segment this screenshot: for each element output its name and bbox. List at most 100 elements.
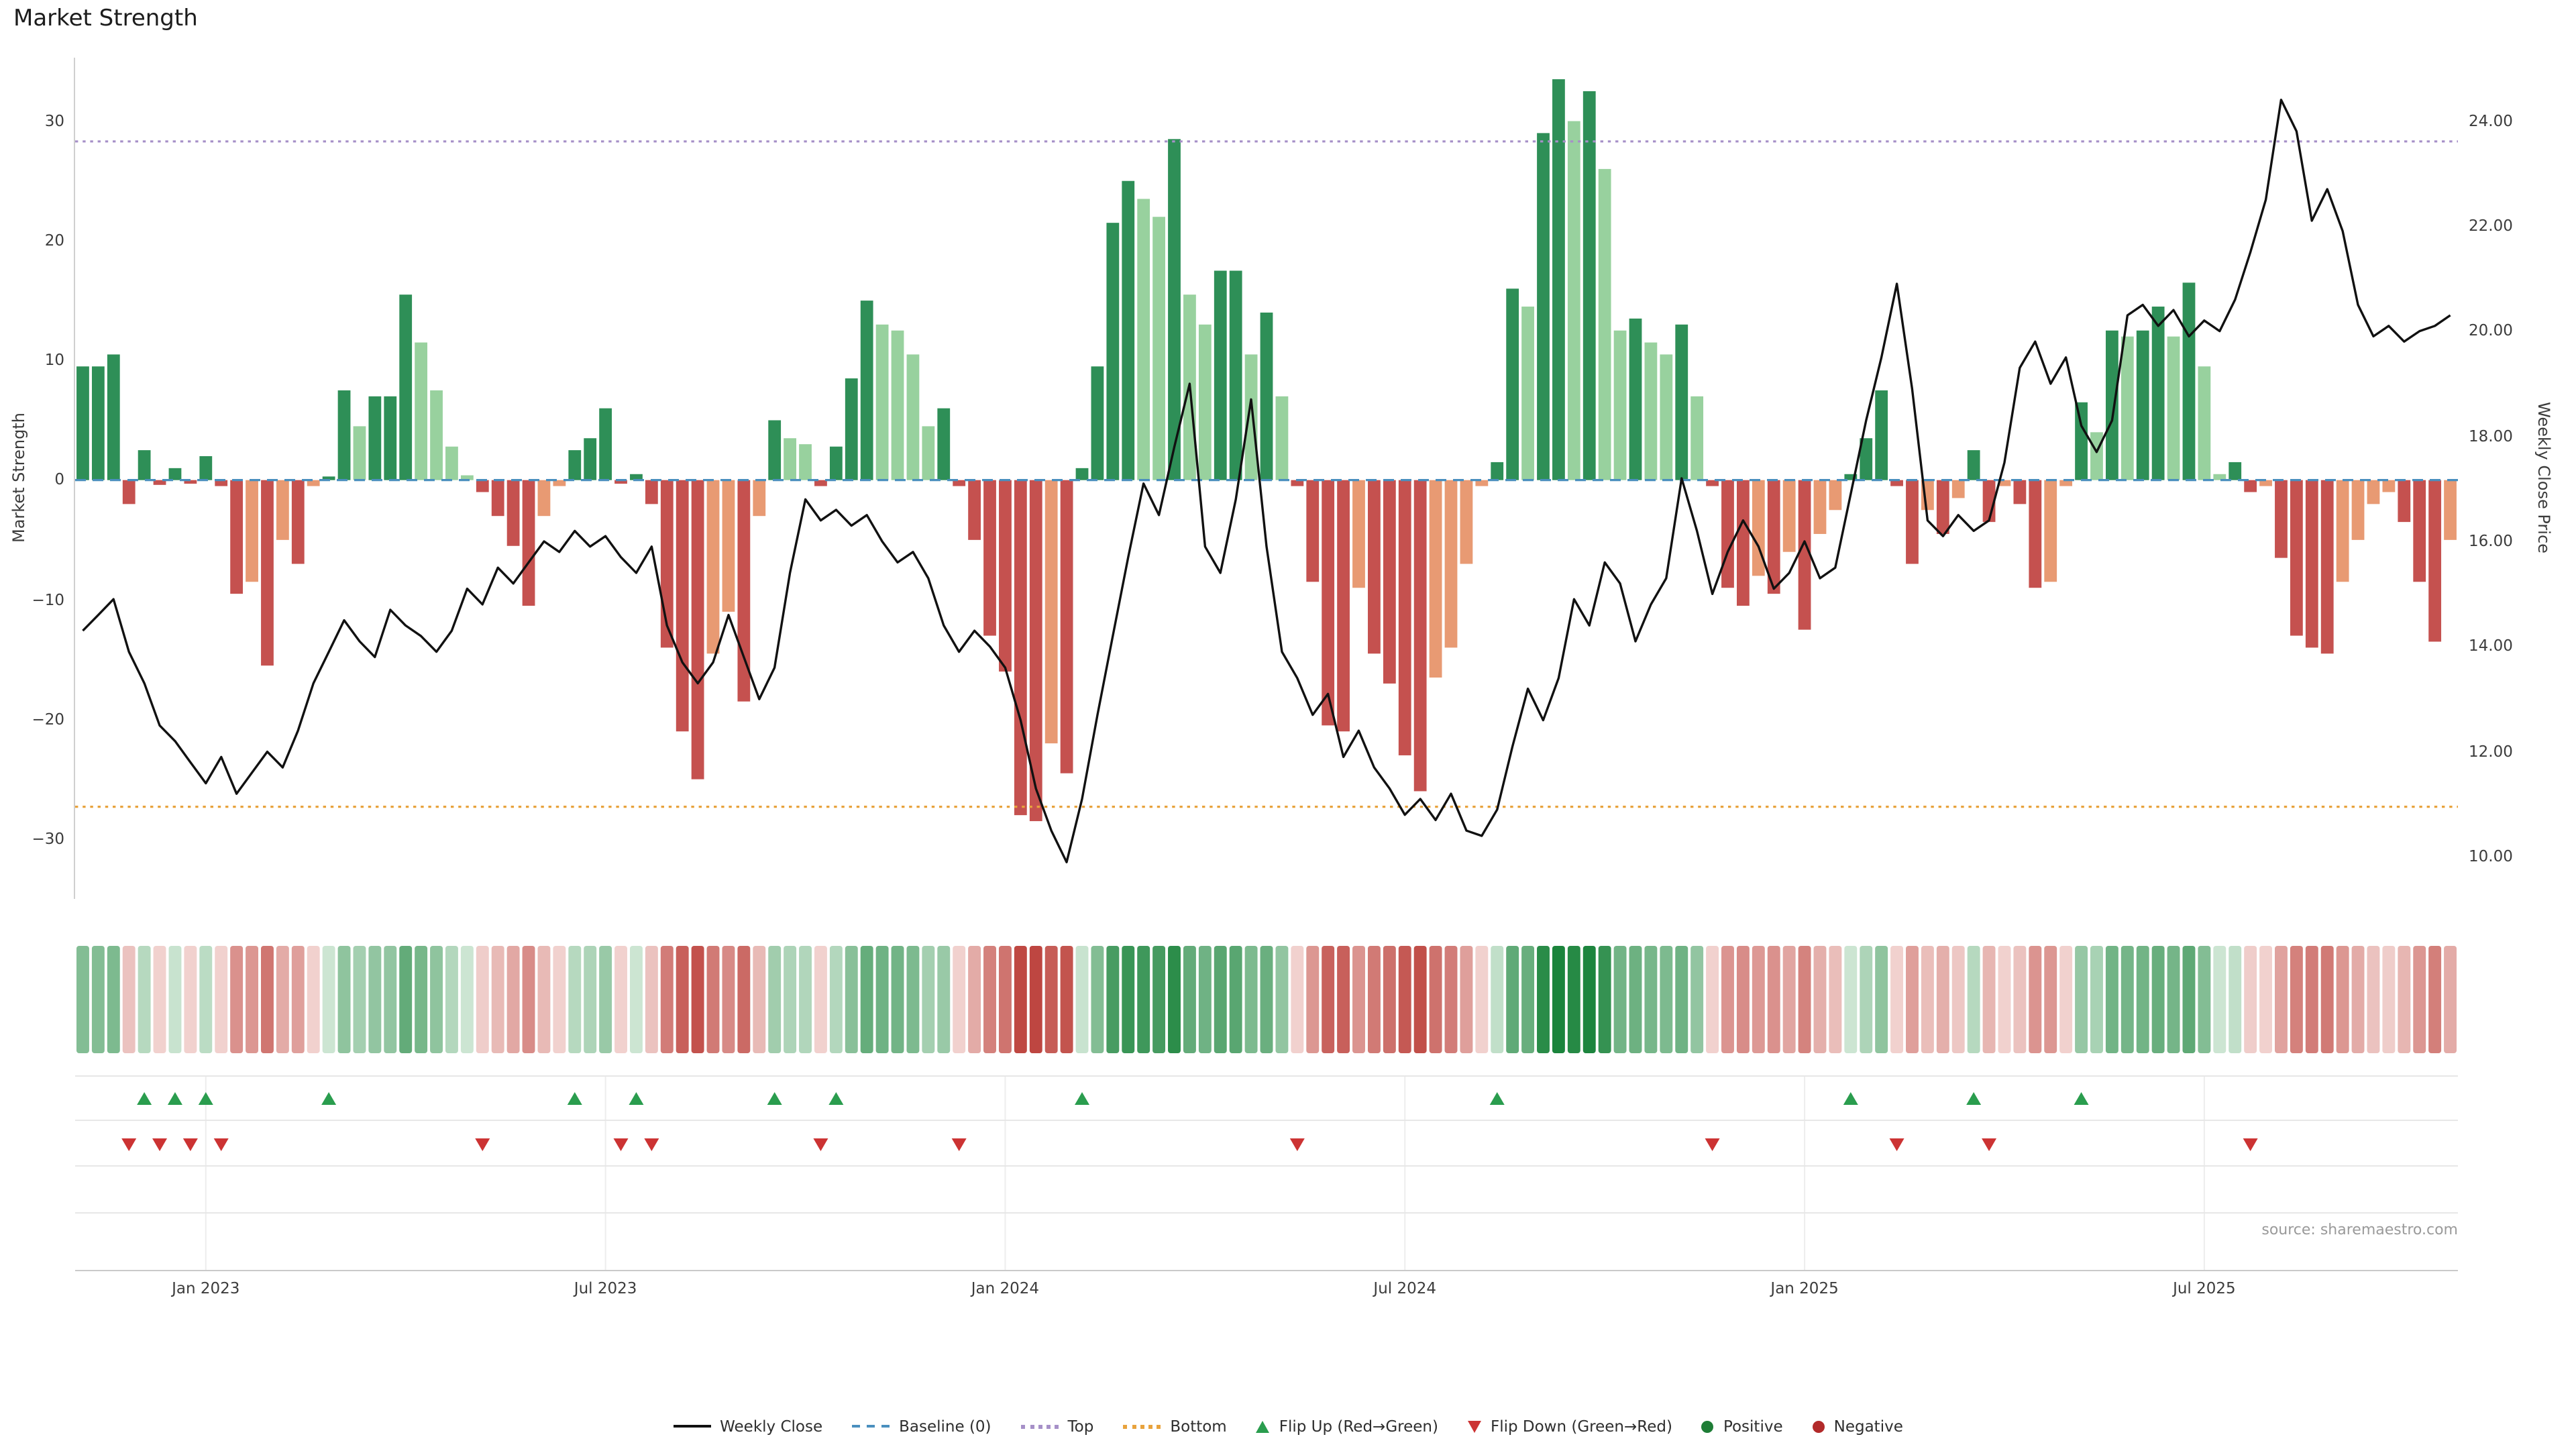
heatmap-cell: [676, 946, 689, 1053]
strength-bar: [645, 480, 658, 504]
heatmap-cell: [1951, 946, 1965, 1053]
strength-bar: [1737, 480, 1750, 606]
heatmap-cell: [953, 946, 966, 1053]
strength-bar: [1844, 474, 1858, 480]
strength-bar: [415, 342, 428, 480]
heatmap-cell: [2244, 946, 2257, 1053]
flip-up-marker: [828, 1092, 844, 1105]
right-axis-tick-label: 16.00: [2469, 531, 2513, 551]
strength-bar: [138, 450, 151, 480]
strength-bar: [799, 444, 812, 480]
flip-up-marker: [167, 1092, 182, 1105]
weekly-close-line: [82, 99, 2451, 863]
heatmap-cell: [875, 946, 889, 1053]
heatmap-cell: [1413, 946, 1427, 1053]
strength-bar: [2382, 480, 2396, 492]
heatmap-cell: [553, 946, 566, 1053]
heatmap-cell: [1582, 946, 1596, 1053]
heatmap-cell: [1075, 946, 1089, 1053]
heatmap-cell: [2382, 946, 2396, 1053]
dot-swatch-icon: [1812, 1420, 1825, 1432]
heatmap-cell: [122, 946, 136, 1053]
strength-bar: [91, 366, 105, 480]
left-axis-tick-label: 20: [44, 230, 64, 250]
legend-label: Flip Up (Red→Green): [1279, 1417, 1438, 1436]
heatmap-cell: [645, 946, 658, 1053]
strength-bar: [568, 450, 582, 480]
strength-bar: [1906, 480, 1919, 564]
legend-item-positive: Positive: [1701, 1417, 1783, 1436]
flip-down-marker: [1982, 1138, 1997, 1151]
strength-bar: [2398, 480, 2411, 523]
strength-bar: [1567, 121, 1580, 480]
strength-bar: [491, 480, 504, 517]
flip-down-marker: [182, 1138, 198, 1151]
heatmap-cell: [1613, 946, 1627, 1053]
strength-bar: [2151, 307, 2165, 480]
heatmap-cell: [399, 946, 413, 1053]
heatmap-cell: [706, 946, 720, 1053]
heatmap-cell: [2367, 946, 2380, 1053]
strength-bar: [522, 480, 535, 606]
flip-up-marker: [137, 1092, 152, 1105]
strength-bar: [584, 438, 597, 480]
heatmap-cell: [1198, 946, 1212, 1053]
strength-bar: [983, 480, 996, 636]
legend-item-negative: Negative: [1812, 1417, 1903, 1436]
strength-bar: [337, 390, 351, 480]
strength-bar: [2213, 474, 2226, 480]
heatmap-cell: [476, 946, 489, 1053]
strength-bar: [2336, 480, 2349, 582]
heatmap-cell: [1844, 946, 1858, 1053]
strength-bar: [860, 301, 873, 480]
flip-up-marker: [629, 1092, 644, 1105]
strength-bar: [215, 480, 228, 486]
heatmap-cell: [184, 946, 197, 1053]
strength-bar: [1660, 354, 1673, 480]
strength-bar: [1229, 270, 1242, 480]
flip-down-marker: [213, 1138, 229, 1151]
heatmap-cell: [2198, 946, 2211, 1053]
heatmap-cell: [814, 946, 827, 1053]
heatmap-cell: [1829, 946, 1842, 1053]
heatmap-cell: [2351, 946, 2365, 1053]
heatmap-cell: [2059, 946, 2073, 1053]
strength-bar: [1014, 480, 1027, 816]
heatmap-cell: [845, 946, 858, 1053]
x-axis-tick-label: Jul 2024: [1373, 1279, 1437, 1297]
heatmap-cell: [1521, 946, 1535, 1053]
heatmap-cell: [1122, 946, 1135, 1053]
heatmap-cell: [1506, 946, 1519, 1053]
heatmap-cell: [1675, 946, 1688, 1053]
heatmap-cell: [1736, 946, 1750, 1053]
strength-bar: [430, 390, 443, 480]
flip-down-marker: [475, 1138, 490, 1151]
strength-bar: [199, 456, 213, 480]
strength-bar: [1060, 480, 1073, 773]
heatmap-cell: [537, 946, 551, 1053]
strength-bar: [937, 408, 951, 480]
heatmap-cell: [2151, 946, 2165, 1053]
heatmap-cell: [2398, 946, 2411, 1053]
heatmap-cell: [937, 946, 951, 1053]
strength-bar: [1582, 91, 1596, 480]
legend-label: Baseline (0): [899, 1417, 991, 1436]
strength-bar: [768, 420, 782, 480]
strength-bar: [1690, 396, 1704, 480]
heatmap-cell: [2320, 946, 2334, 1053]
legend-item-baseline-0: Baseline (0): [852, 1417, 991, 1436]
strength-bar: [2059, 480, 2073, 486]
heatmap-cell: [2413, 946, 2426, 1053]
strength-bar: [1813, 480, 1827, 534]
left-axis-tick-label: 30: [44, 111, 64, 130]
heatmap-cell: [1106, 946, 1120, 1053]
triangle-down-swatch-icon: [1467, 1420, 1481, 1432]
heatmap-cell: [430, 946, 443, 1053]
strength-bar: [2275, 480, 2288, 558]
x-axis-tick-label: Jul 2023: [574, 1279, 637, 1297]
chart-title: Market Strength: [13, 5, 198, 32]
strength-bar: [168, 468, 182, 480]
strength-bar: [1444, 480, 1458, 648]
heatmap-cell: [215, 946, 228, 1053]
